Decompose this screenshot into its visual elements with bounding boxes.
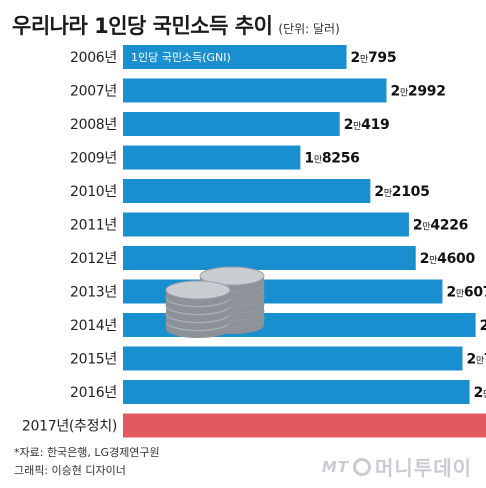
value-man: 2: [374, 184, 383, 200]
value-unit: 만: [360, 54, 368, 65]
watermark-name: 머니투데이: [375, 456, 472, 480]
publisher-watermark: MT 머니투데이: [322, 452, 472, 481]
value-label: 2만7892: [480, 318, 486, 334]
bar: [123, 145, 301, 170]
value-rest: 2992: [408, 84, 446, 100]
chart-footer: *자료: 한국은행, LG경제연구원 그래픽: 이승현 디자이너: [14, 444, 160, 480]
watermark-mt: MT: [321, 457, 349, 476]
value-man: 2: [466, 352, 475, 368]
value-rest: 4226: [430, 218, 468, 234]
value-rest: 4600: [437, 251, 475, 267]
value-unit: 만: [476, 356, 484, 367]
bar: [123, 212, 409, 237]
bar: [123, 246, 416, 270]
year-label: 2006년: [70, 50, 117, 66]
year-label: 2012년: [70, 251, 117, 267]
value-label: 2만4600: [420, 251, 476, 267]
value-rest: 8256: [322, 151, 360, 167]
value-man: 2: [474, 385, 483, 401]
value-unit: 만: [314, 155, 322, 166]
value-unit: 만: [429, 255, 437, 266]
value-label: 2만2105: [374, 184, 429, 200]
value-rest: 7171: [484, 352, 486, 368]
value-label: 2만7561: [474, 385, 486, 401]
year-label: 2007년: [70, 84, 117, 100]
coin-stack-back: [165, 280, 231, 338]
value-man: 2: [344, 117, 353, 133]
year-label: 2011년: [70, 218, 117, 234]
year-label: 2016년: [70, 385, 117, 401]
year-label: 2008년: [70, 117, 117, 133]
value-unit: 만: [483, 389, 486, 400]
bar: [123, 380, 470, 404]
year-label: 2013년: [70, 285, 117, 301]
year-label: 2009년: [70, 151, 117, 167]
value-label: 2만4226: [413, 218, 468, 234]
value-man: 2: [420, 251, 429, 267]
bar: [123, 179, 371, 203]
bar: [123, 346, 463, 371]
value-label: 2만419: [344, 117, 390, 133]
chart-title: 우리나라 1인당 국민소득 추이: [12, 14, 273, 38]
value-label: 2만7171: [466, 352, 486, 368]
value-man: 1: [304, 151, 313, 167]
value-man: 2: [446, 285, 455, 301]
value-rest: 2105: [392, 184, 430, 200]
value-man: 2: [351, 50, 360, 66]
year-label: 2010년: [70, 184, 117, 200]
logo-icon: [353, 457, 371, 476]
bar: [123, 78, 387, 103]
coin-face: [199, 266, 265, 286]
year-label: 2015년: [70, 352, 117, 368]
value-unit: 만: [384, 188, 392, 199]
chart-header: 우리나라 1인당 국민소득 추이 (단위: 달러): [12, 10, 340, 40]
value-label: 2만6070: [446, 285, 486, 301]
value-unit: 만: [456, 289, 464, 300]
value-label: 1만8256: [304, 151, 359, 167]
value-rest: 419: [361, 117, 389, 133]
value-label: 2만795: [351, 50, 397, 66]
source-note: *자료: 한국은행, LG경제연구원: [14, 446, 160, 459]
value-man: 2: [413, 218, 422, 234]
year-label: 2014년: [70, 318, 117, 334]
bar: [123, 45, 347, 69]
value-unit: 만: [400, 88, 408, 99]
value-rest: 6070: [464, 285, 486, 301]
value-man: 2: [480, 318, 486, 334]
year-label: 2017년(추정치): [22, 419, 117, 435]
graphic-credit: 그래픽: 이승현 디자이너: [14, 464, 126, 477]
bar: [123, 112, 340, 136]
coin-face: [165, 280, 231, 300]
unit-label: (단위: 달러): [278, 22, 340, 36]
series-label: 1인당 국민소득(GNI): [131, 51, 231, 64]
value-man: 2: [390, 84, 399, 100]
bar-highlight: [123, 413, 486, 438]
value-label: 2만2992: [390, 84, 445, 100]
value-rest: 795: [368, 50, 396, 66]
value-unit: 만: [422, 222, 430, 233]
value-unit: 만: [353, 121, 361, 132]
